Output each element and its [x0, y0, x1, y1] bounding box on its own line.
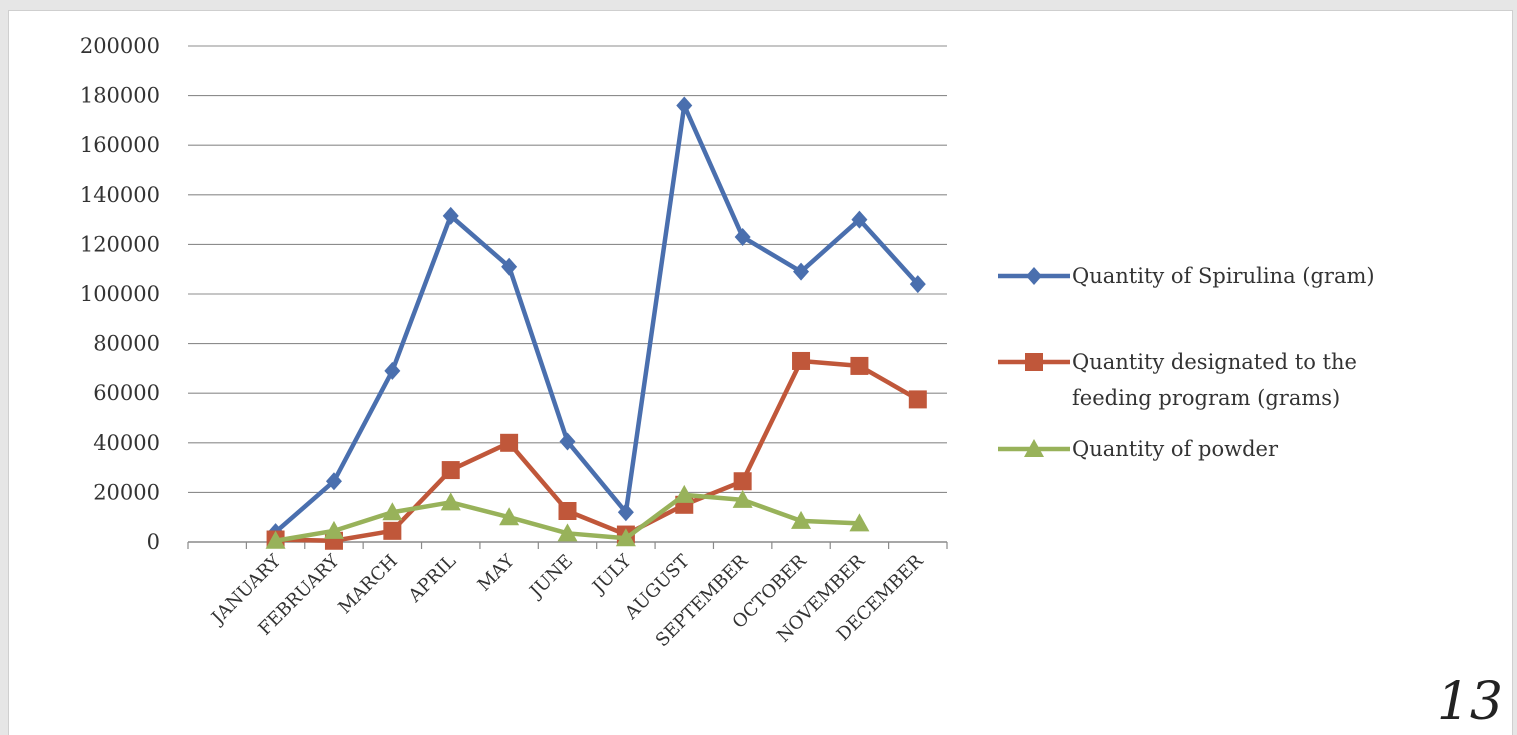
series-spirulina	[267, 96, 926, 542]
y-tick-label: 80000	[93, 332, 160, 356]
page-number: 13	[1436, 672, 1503, 732]
y-axis: 0 20000 40000 60000 80000 100000 120000 140000 1…	[80, 34, 160, 554]
x-tick-label: MAY	[474, 550, 520, 596]
square-marker	[383, 521, 402, 540]
diamond-marker	[851, 210, 868, 229]
square-marker	[908, 390, 927, 409]
diamond-marker	[384, 361, 401, 380]
square-marker	[441, 461, 460, 480]
series-powder	[265, 484, 870, 549]
gridlines	[188, 45, 947, 543]
diamond-marker	[734, 227, 751, 246]
diamond-marker	[442, 206, 459, 225]
diamond-marker	[501, 257, 518, 276]
diamond-marker	[1026, 267, 1042, 285]
y-tick-label: 140000	[80, 183, 160, 207]
legend-item: Quantity of powder	[998, 437, 1279, 461]
square-marker	[558, 502, 577, 520]
legend-item: Quantity of Spirulina (gram)	[998, 264, 1375, 288]
triangle-marker	[791, 510, 812, 529]
x-tick-label: JUNE	[525, 551, 578, 604]
triangle-marker	[732, 489, 753, 508]
series-line	[274, 103, 920, 534]
series-line	[275, 358, 919, 544]
square-marker	[850, 356, 869, 375]
square-marker	[500, 433, 519, 452]
diamond-marker	[325, 472, 342, 491]
x-tick-label: JULY	[587, 550, 636, 599]
y-tick-label: 180000	[80, 84, 160, 108]
square-marker	[792, 351, 811, 370]
y-tick-label: 40000	[93, 431, 160, 455]
y-tick-label: 160000	[80, 133, 160, 157]
diamond-marker	[676, 96, 693, 115]
diamond-marker	[909, 275, 926, 294]
legend-label: Quantity designated to the	[1072, 350, 1357, 374]
square-marker	[1025, 353, 1043, 371]
x-tick-label: MARCH	[334, 551, 401, 618]
legend-label: Quantity of powder	[1072, 437, 1279, 461]
triangle-marker	[323, 520, 344, 539]
diamond-marker	[793, 262, 810, 281]
triangle-marker	[849, 513, 870, 532]
triangle-marker	[1024, 439, 1044, 457]
square-marker	[733, 472, 752, 491]
triangle-marker	[557, 523, 578, 542]
y-tick-label: 0	[147, 530, 160, 554]
series-group	[265, 96, 927, 550]
triangle-marker	[615, 528, 636, 547]
diamond-marker	[559, 432, 576, 451]
legend: Quantity of Spirulina (gram) Quantity des…	[998, 264, 1375, 461]
x-tick-label: APRIL	[404, 551, 460, 607]
legend-label: Quantity of Spirulina (gram)	[1072, 264, 1375, 288]
triangle-marker	[440, 492, 461, 511]
triangle-marker	[674, 484, 695, 503]
chart-frame	[8, 10, 1513, 735]
legend-item: Quantity designated to the feeding progra…	[998, 350, 1357, 410]
legend-label: feeding program (grams)	[1072, 386, 1340, 410]
triangle-marker	[499, 507, 520, 526]
y-tick-label: 120000	[80, 232, 160, 256]
y-tick-label: 200000	[80, 34, 160, 58]
triangle-marker	[382, 502, 403, 521]
diamond-marker	[617, 503, 634, 522]
triangle-marker	[265, 530, 286, 549]
y-tick-label: 100000	[80, 282, 160, 306]
y-tick-label: 20000	[93, 480, 160, 504]
y-tick-label: 60000	[93, 381, 160, 405]
